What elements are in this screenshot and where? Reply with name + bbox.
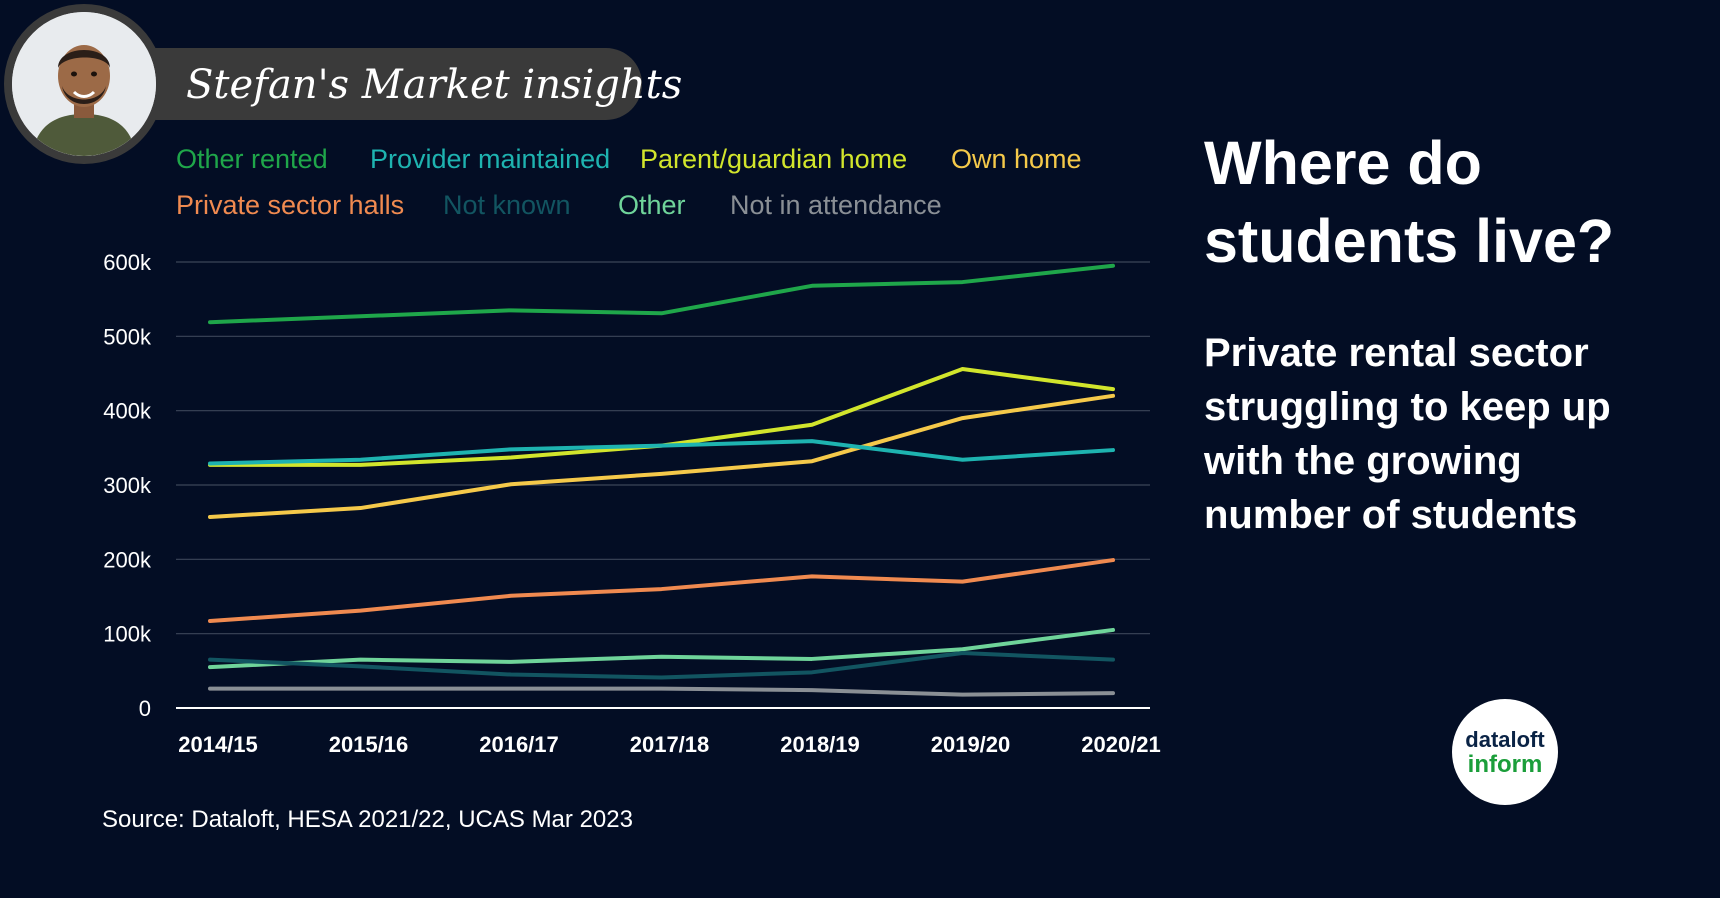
series-line-provider-maintained <box>208 439 1115 466</box>
legend-provider-maintained: Provider maintained <box>370 144 611 174</box>
series-line-not-in-attendance <box>208 686 1115 697</box>
y-tick-label: 400k <box>103 399 152 424</box>
avatar <box>4 4 164 164</box>
legend-parent-guardian-home: Parent/guardian home <box>640 144 908 174</box>
y-tick-label: 100k <box>103 622 152 647</box>
logo-line1: dataloft <box>1465 727 1545 752</box>
banner-title: Stefan's Market insights <box>186 62 683 108</box>
x-tick-label: 2017/18 <box>630 732 710 757</box>
x-tick-label: 2015/16 <box>329 732 409 757</box>
y-tick-label: 200k <box>103 547 152 572</box>
dataloft-logo: dataloft inform <box>1452 699 1558 805</box>
banner: Stefan's Market insights <box>150 48 682 120</box>
x-tick-label: 2019/20 <box>931 732 1011 757</box>
x-tick-label: 2014/15 <box>178 732 258 757</box>
legend-private-sector-halls: Private sector halls <box>176 190 405 220</box>
source-note: Source: Dataloft, HESA 2021/22, UCAS Mar… <box>102 806 633 833</box>
legend-other-rented: Other rented <box>176 144 328 174</box>
series-line-other <box>208 627 1115 670</box>
y-tick-label: 300k <box>103 473 152 498</box>
headline-title: Where do students live? <box>1204 129 1615 275</box>
legend-other: Other <box>618 190 686 220</box>
legend-own-home: Own home <box>951 144 1082 174</box>
legend-not-in-attendance: Not in attendance <box>730 190 942 220</box>
series-line-private-sector-halls <box>208 558 1115 624</box>
x-tick-label: 2016/17 <box>479 732 559 757</box>
legend-not-known: Not known <box>443 190 571 220</box>
y-tick-label: 500k <box>103 324 152 349</box>
y-tick-label: 600k <box>103 250 152 275</box>
series-line-not-known <box>208 650 1115 680</box>
x-tick-label: 2020/21 <box>1081 732 1161 757</box>
headline-subtitle: Private rental sector struggling to keep… <box>1204 331 1611 537</box>
person-icon <box>12 12 156 156</box>
series-line-other-rented <box>208 263 1115 325</box>
logo-line2: inform <box>1467 751 1543 778</box>
x-tick-label: 2018/19 <box>780 732 860 757</box>
series-line-own-home <box>208 393 1115 519</box>
y-tick-label: 0 <box>139 696 151 721</box>
